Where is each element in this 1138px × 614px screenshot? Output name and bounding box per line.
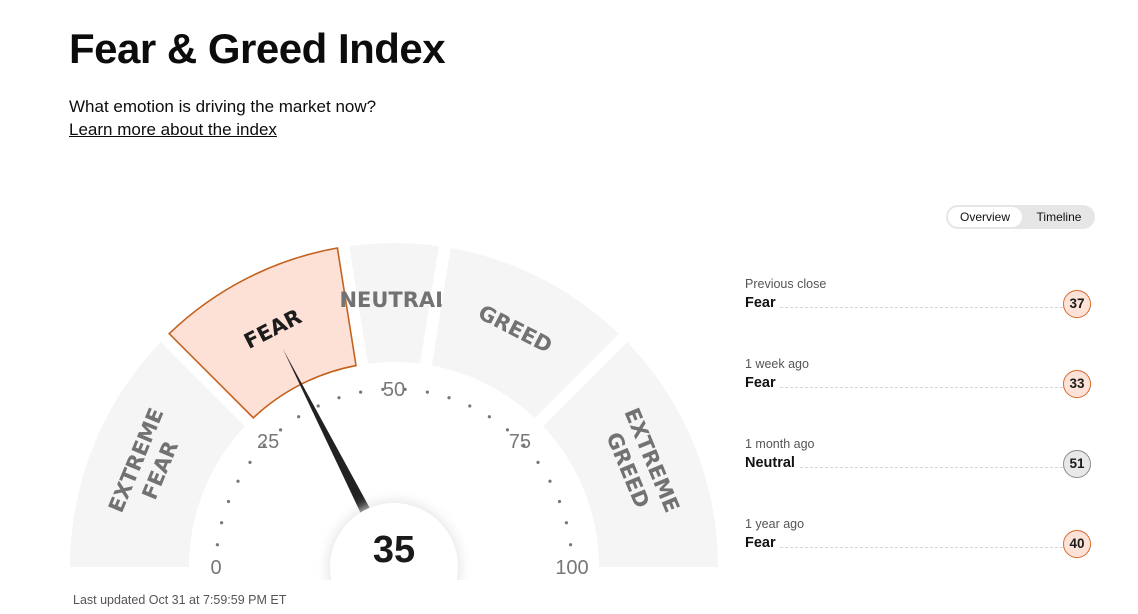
history-value-badge: 37 <box>1063 290 1091 318</box>
gauge-segment-neutral <box>349 242 439 364</box>
dotted-leader <box>745 547 1063 548</box>
gauge-segment-extreme-greed <box>543 342 718 567</box>
history-label: 1 week ago <box>745 357 809 371</box>
history-value-badge: 33 <box>1063 370 1091 398</box>
history-row-previous-close: Previous close Fear 37 <box>745 276 1093 326</box>
gauge-tick-dot <box>381 387 385 391</box>
dotted-leader <box>745 307 1063 308</box>
gauge-tick-dot <box>548 479 552 483</box>
history-row-1-year-ago: 1 year ago Fear 40 <box>745 516 1093 566</box>
gauge-tick-label: 25 <box>257 431 279 453</box>
gauge-tick-dot <box>219 521 224 525</box>
gauge-tick-dot <box>297 415 301 419</box>
history-row-1-month-ago: 1 month ago Neutral 51 <box>745 436 1093 486</box>
gauge-tick-label: 50 <box>383 379 405 401</box>
gauge-tick-dot <box>425 390 429 394</box>
history-label: Previous close <box>745 277 827 291</box>
gauge-tick-dot <box>505 428 510 432</box>
gauge-value: 35 <box>373 529 415 571</box>
gauge-tick-dot <box>215 543 220 547</box>
gauge-tick-dot <box>403 387 407 391</box>
gauge-segment-greed <box>431 247 619 418</box>
toggle-timeline-button[interactable]: Timeline <box>1036 210 1082 224</box>
fear-greed-gauge: EXTREMEFEARFEARNEUTRALGREEDEXTREMEGREED0… <box>0 242 740 614</box>
gauge-tick-dot <box>236 479 240 483</box>
history-value-badge: 40 <box>1063 530 1091 558</box>
view-toggle: Overview Timeline <box>946 205 1095 229</box>
gauge-tick-dot <box>557 499 562 504</box>
gauge-segment-label: NEUTRAL <box>339 288 448 312</box>
gauge-tick-label: 75 <box>509 431 531 453</box>
page-title: Fear & Greed Index <box>69 25 446 72</box>
gauge-tick-dot <box>536 460 540 464</box>
gauge-tick-dot <box>316 404 320 408</box>
gauge-baseline-mask <box>0 580 740 614</box>
gauge-tick-dot <box>447 396 451 400</box>
gauge-tick-label: 0 <box>210 557 221 579</box>
last-updated: Last updated Oct 31 at 7:59:59 PM ET <box>73 593 287 607</box>
history-row-1-week-ago: 1 week ago Fear 33 <box>745 356 1093 406</box>
gauge-tick-dot <box>568 543 573 547</box>
gauge-tick-dot <box>359 390 363 394</box>
gauge-tick-dot <box>278 428 283 432</box>
dotted-leader <box>745 387 1063 388</box>
gauge-segment-extreme-fear <box>70 342 245 567</box>
history-label: 1 month ago <box>745 437 815 451</box>
page-subtitle: What emotion is driving the market now? <box>69 97 377 116</box>
history-rating: Neutral <box>745 454 799 472</box>
gauge-tick-dot <box>564 521 569 525</box>
gauge-tick-dot <box>522 443 526 447</box>
gauge-tick-dot <box>337 396 341 400</box>
gauge-tick-dot <box>262 443 266 447</box>
history-value-badge: 51 <box>1063 450 1091 478</box>
gauge-tick-dot <box>487 415 491 419</box>
history-rating: Fear <box>745 294 780 312</box>
gauge-segment-fear <box>168 247 357 419</box>
gauge-tick-dot <box>468 404 472 408</box>
history-rating: Fear <box>745 534 780 552</box>
toggle-overview-button[interactable]: Overview <box>948 207 1022 227</box>
history-rating: Fear <box>745 374 780 392</box>
gauge-tick-dot <box>248 460 252 464</box>
history-label: 1 year ago <box>745 517 805 531</box>
dotted-leader <box>745 467 1063 468</box>
gauge-tick-label: 100 <box>555 557 588 579</box>
learn-more-link[interactable]: Learn more about the index <box>69 120 277 139</box>
gauge-tick-dot <box>226 499 231 504</box>
